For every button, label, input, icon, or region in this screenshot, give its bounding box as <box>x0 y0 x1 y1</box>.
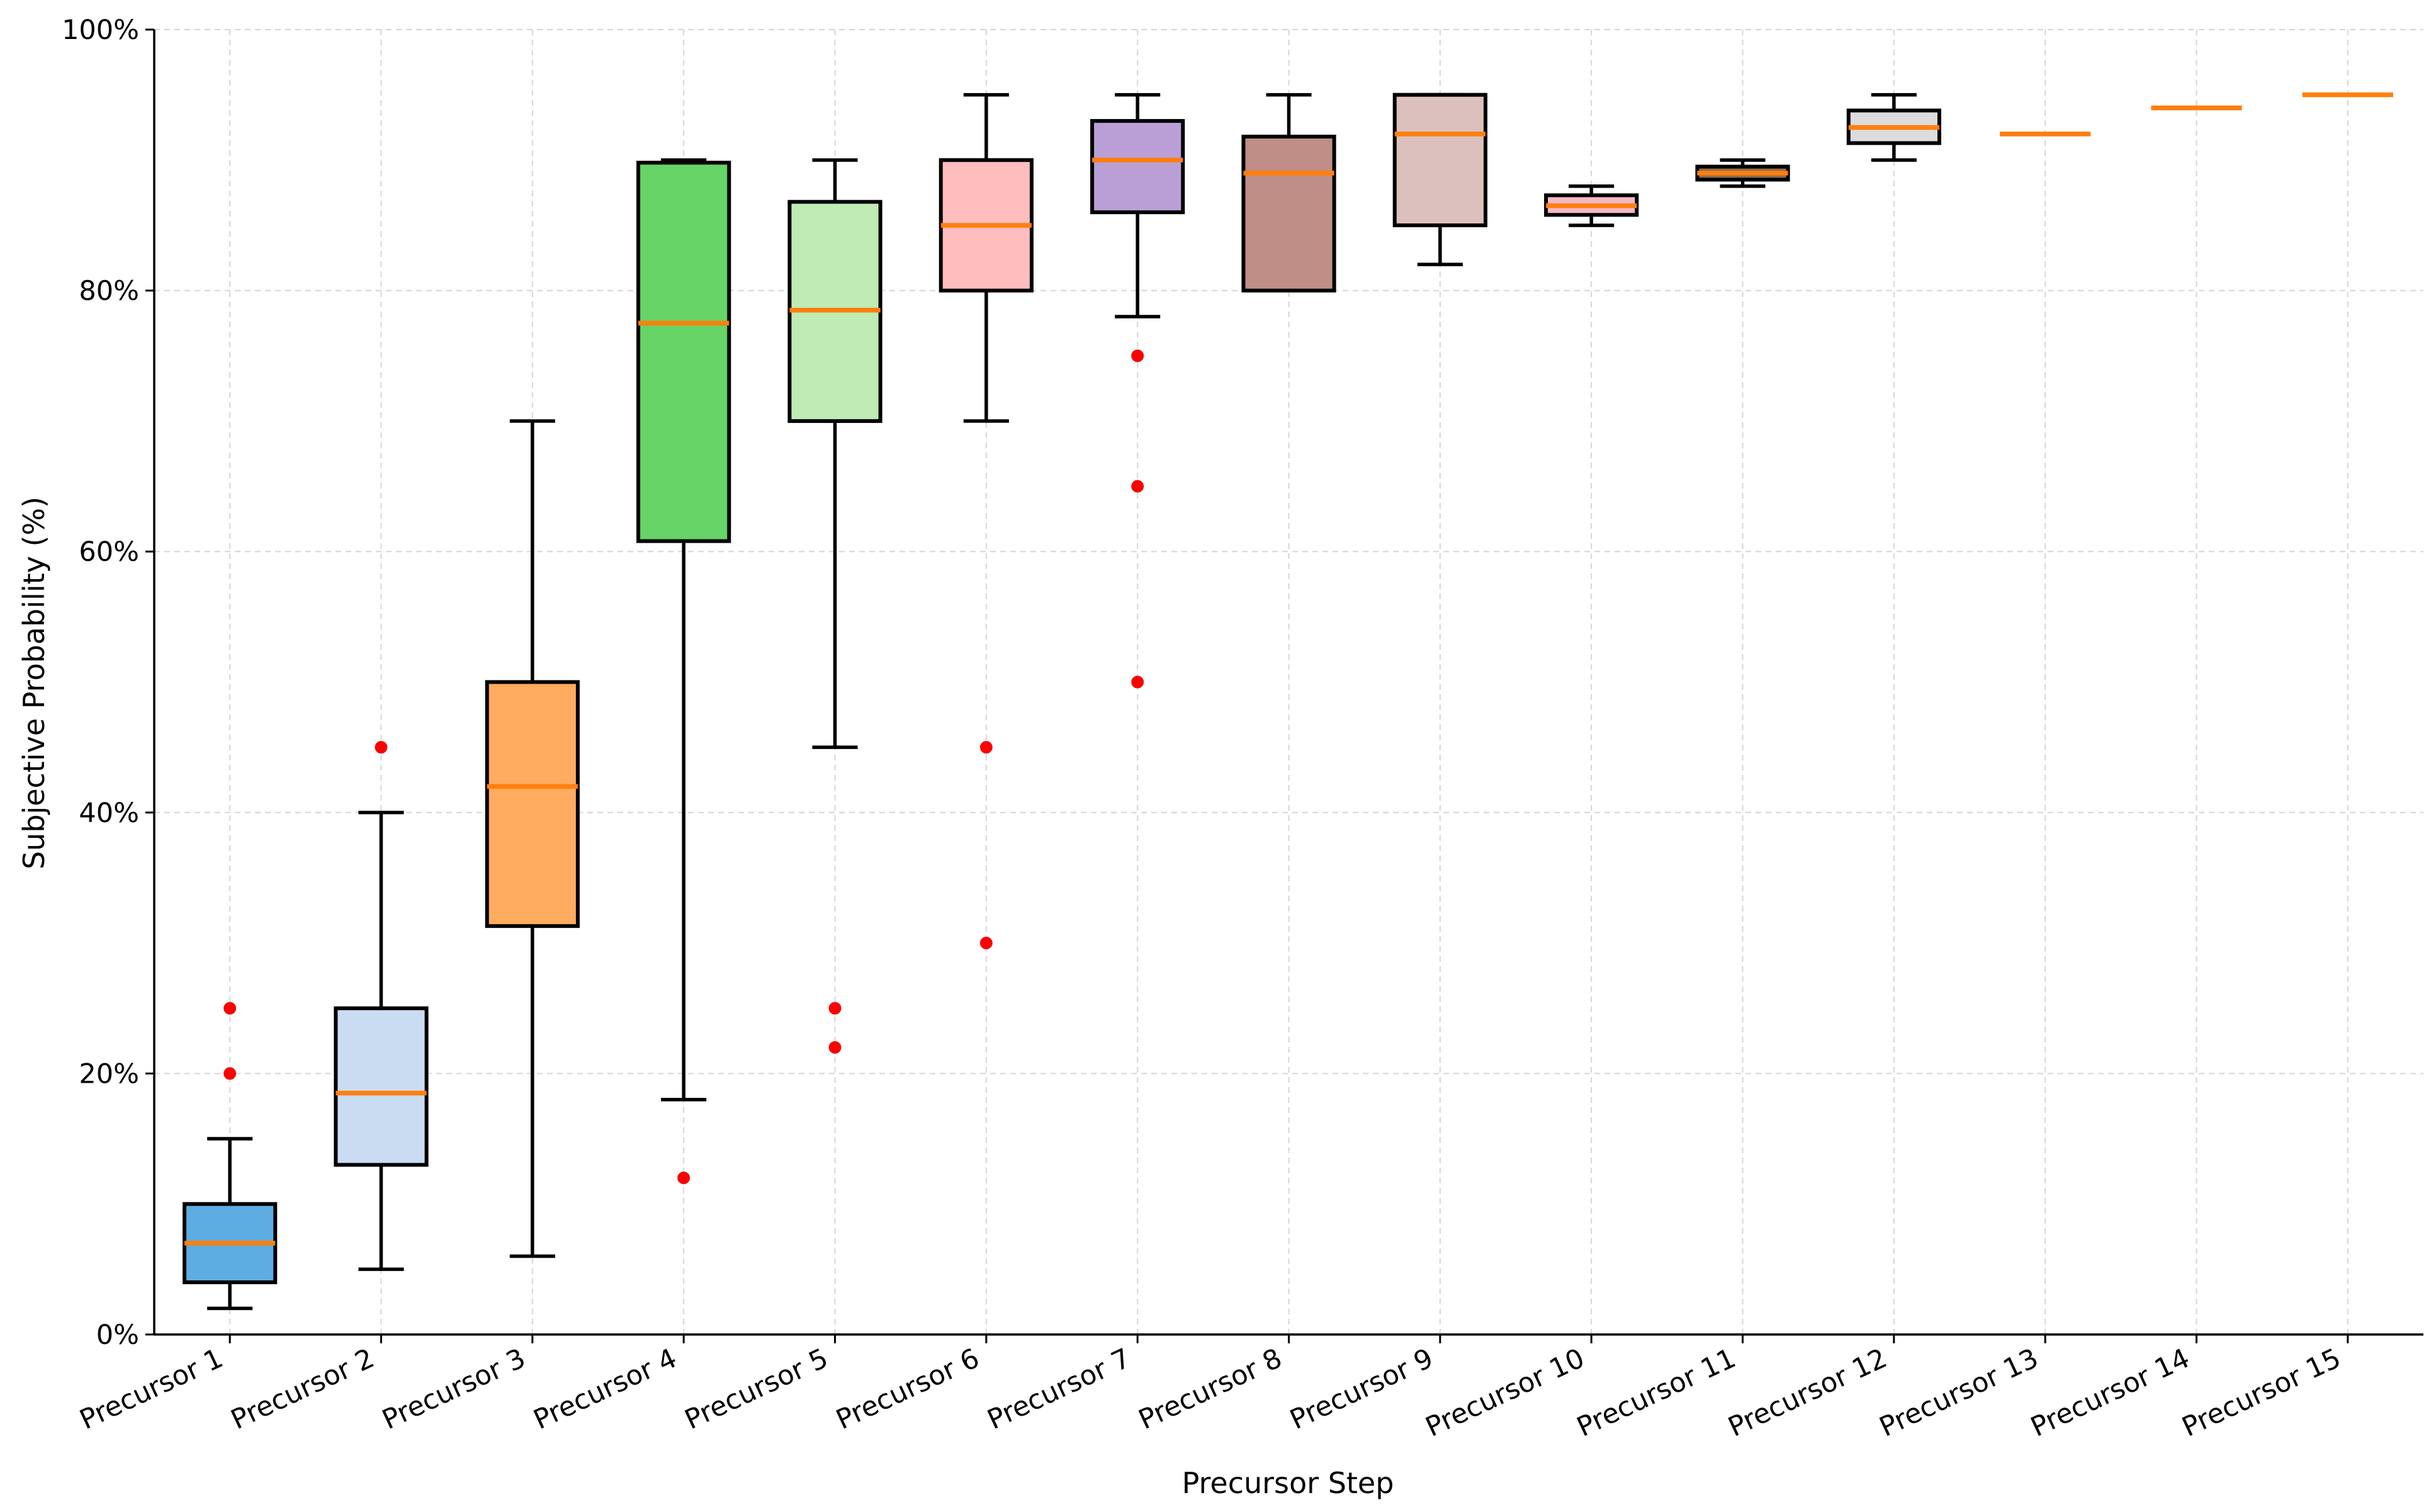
x-tick-label: Precursor 10 <box>1421 1343 1589 1443</box>
box-body <box>1241 134 1336 293</box>
outlier-point <box>375 741 388 754</box>
outlier-point <box>1131 349 1144 363</box>
box-group <box>1544 184 1639 227</box>
y-tick-label: 40% <box>79 798 139 829</box>
y-tick-label: 20% <box>79 1058 139 1090</box>
x-tick-label: Precursor 8 <box>1134 1343 1287 1436</box>
x-tick-label: Precursor 5 <box>680 1343 833 1436</box>
y-tick-label: 100% <box>62 14 139 46</box>
y-tick-label: 60% <box>79 536 139 568</box>
outlier-point <box>223 1067 237 1080</box>
box-group <box>1695 158 1790 188</box>
box-group <box>1090 93 1185 689</box>
box-body <box>636 161 731 543</box>
box-body <box>1392 93 1487 227</box>
outlier-point <box>979 937 993 950</box>
outlier-point <box>223 1001 237 1015</box>
x-axis-title: Precursor Step <box>1182 1466 1394 1500</box>
x-tick-label: Precursor 11 <box>1572 1343 1740 1443</box>
x-tick-label: Precursor 3 <box>378 1343 531 1436</box>
x-tick-label: Precursor 7 <box>983 1343 1136 1436</box>
x-tick-label: Precursor 14 <box>2026 1343 2194 1443</box>
x-tick-label: Precursor 4 <box>529 1343 682 1436</box>
y-axis-title: Subjective Probability (%) <box>17 497 51 869</box>
box-layer <box>183 92 2393 1311</box>
box-group <box>1392 93 1487 266</box>
box-group <box>183 1001 278 1311</box>
x-tick-label: Precursor 13 <box>1875 1343 2043 1443</box>
outlier-point <box>828 1041 842 1054</box>
outlier-point <box>1131 480 1144 493</box>
x-tick-label: Precursor 2 <box>227 1343 380 1436</box>
box-body <box>1090 119 1185 215</box>
box-body <box>485 680 580 928</box>
box-group <box>1241 93 1336 293</box>
x-tick-label: Precursor 6 <box>832 1343 984 1436</box>
y-tick-label: 80% <box>79 276 139 307</box>
box-group <box>636 158 731 1185</box>
box-group <box>787 158 882 1054</box>
x-tick-label: Precursor 9 <box>1285 1343 1438 1436</box>
box-group <box>939 93 1034 950</box>
x-tick-label: Precursor 12 <box>1723 1343 1892 1443</box>
outlier-point <box>979 741 993 754</box>
box-group <box>485 419 580 1258</box>
x-tick-label: Precursor 15 <box>2177 1343 2345 1443</box>
box-body <box>334 1006 429 1167</box>
box-group <box>334 741 429 1272</box>
y-tick-label: 0% <box>96 1319 139 1351</box>
x-tick-label: Precursor 1 <box>75 1343 228 1436</box>
outlier-point <box>828 1001 842 1015</box>
outlier-point <box>677 1171 691 1185</box>
outlier-point <box>1131 675 1144 689</box>
box-group <box>1846 93 1941 162</box>
